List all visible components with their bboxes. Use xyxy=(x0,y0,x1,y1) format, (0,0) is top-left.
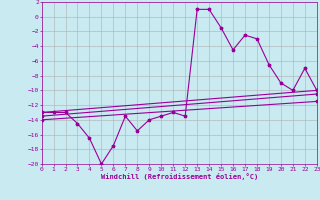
X-axis label: Windchill (Refroidissement éolien,°C): Windchill (Refroidissement éolien,°C) xyxy=(100,173,258,180)
